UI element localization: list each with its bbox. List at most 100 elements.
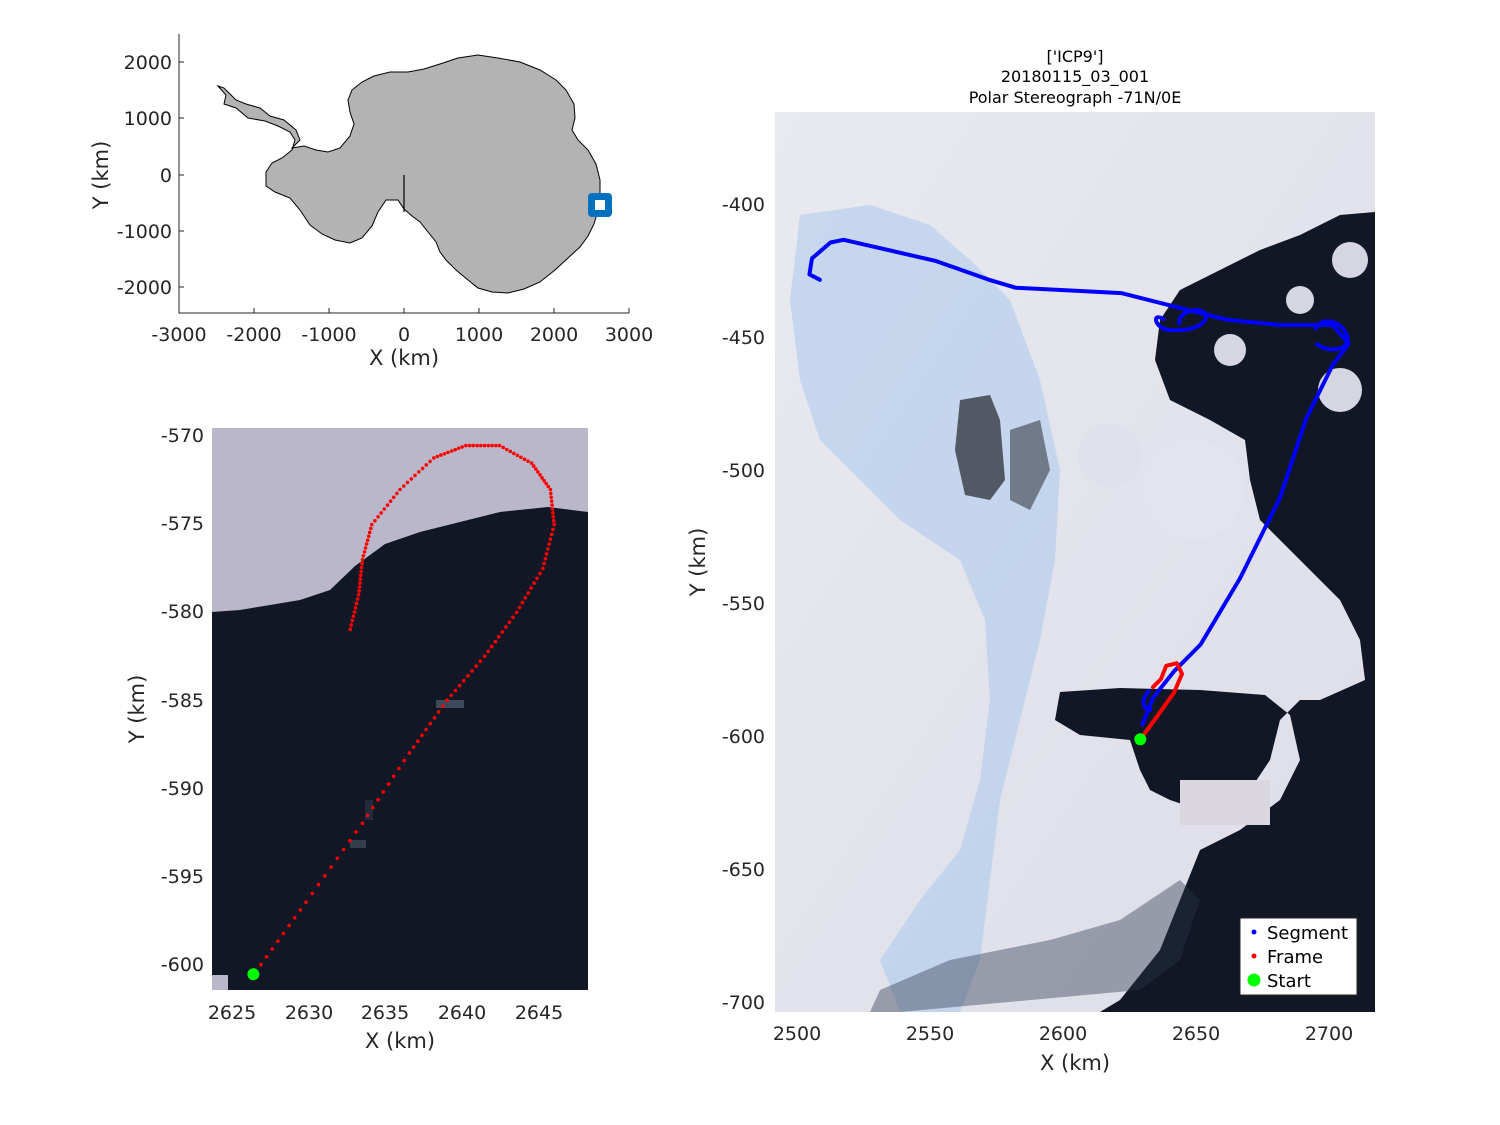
frame-point <box>385 503 390 507</box>
frame-point <box>551 511 555 515</box>
frame-point <box>542 561 546 566</box>
frame-point <box>382 507 387 511</box>
frame-point <box>453 688 458 693</box>
overview-xtick-label: -1000 <box>301 324 356 346</box>
frame-point <box>500 630 505 634</box>
frame-point <box>486 649 491 654</box>
frame-point <box>464 443 468 448</box>
frame-point <box>298 908 303 912</box>
frame-point <box>413 473 417 478</box>
main-xlabel: X (km) <box>1040 1051 1110 1075</box>
main-ytick-label: -550 <box>722 593 765 615</box>
overview-xtick-label: 0 <box>398 324 410 346</box>
frame-point <box>402 484 406 488</box>
frame-point <box>365 813 370 818</box>
frame-point <box>497 635 501 639</box>
frame-point <box>520 600 525 605</box>
frame-point <box>411 745 416 749</box>
main-ice-floe <box>1180 780 1270 825</box>
overview-xtick-label: -2000 <box>226 324 281 346</box>
main-panel: ['ICP9'] 20180115_03_001 Polar Stereogra… <box>686 47 1375 1075</box>
overview-yticks: 2000 1000 0 -1000 -2000 <box>117 52 184 299</box>
frame-point <box>449 449 454 453</box>
frame-point <box>323 874 327 878</box>
inset-ylabel: Y (km) <box>125 675 149 745</box>
overview-ytick-label: 0 <box>160 165 172 187</box>
frame-point <box>445 698 449 702</box>
frame-point <box>417 470 421 474</box>
frame-point <box>366 534 371 539</box>
frame-point <box>549 499 554 504</box>
main-frame-line <box>1138 661 1184 742</box>
inset-image <box>212 428 588 990</box>
frame-point <box>287 923 291 928</box>
frame-point <box>407 751 412 755</box>
frame-point <box>482 443 487 448</box>
frame-point <box>351 614 356 619</box>
frame-point <box>544 481 548 486</box>
frame-point <box>365 538 370 542</box>
frame-point <box>367 530 372 535</box>
legend-frame-label: Frame <box>1267 947 1323 968</box>
frame-point <box>449 693 454 698</box>
inset-xtick-label: 2630 <box>285 1002 333 1024</box>
frame-point <box>457 683 462 688</box>
antarctica-continent <box>216 54 601 294</box>
frame-point <box>388 499 393 504</box>
frame-point <box>538 571 542 576</box>
frame-point <box>360 561 364 566</box>
locator-inner-icon <box>595 200 605 210</box>
inset-xtick-label: 2645 <box>515 1002 563 1024</box>
frame-point <box>493 639 498 644</box>
frame-point <box>395 491 399 496</box>
legend-segment-label: Segment <box>1267 923 1348 944</box>
frame-point <box>540 476 544 480</box>
frame-point <box>550 507 555 511</box>
inset-xtick-label: 2625 <box>208 1002 256 1024</box>
frame-point <box>439 453 443 457</box>
frame-point <box>363 546 368 550</box>
inset-ytick-label: -600 <box>161 954 204 976</box>
frame-point <box>486 443 491 448</box>
frame-point <box>497 443 502 448</box>
frame-point <box>544 552 549 556</box>
frame-point <box>416 739 420 743</box>
frame-point <box>436 710 441 714</box>
main-ice-floe <box>1214 334 1246 366</box>
frame-point <box>474 664 479 668</box>
frame-point <box>281 931 286 936</box>
frame-point <box>369 526 373 531</box>
frame-point <box>292 916 297 920</box>
frame-point <box>551 515 556 519</box>
frame-point <box>402 758 407 763</box>
main-legend: Segment Frame Start <box>1239 917 1358 996</box>
overview-panel: -3000 -2000 -1000 0 1000 2000 3000 2000 … <box>89 34 653 370</box>
frame-point <box>352 610 357 614</box>
segment-loop <box>1313 319 1351 352</box>
frame-point <box>441 704 445 708</box>
frame-point <box>310 891 315 896</box>
frame-point <box>432 456 436 460</box>
inset-floe <box>350 840 366 848</box>
frame-point <box>475 443 479 448</box>
main-rock-outcrop <box>1010 420 1050 510</box>
frame-point <box>424 463 429 467</box>
frame-point <box>470 669 474 673</box>
frame-point <box>391 495 396 500</box>
main-ylabel: Y (km) <box>686 528 710 598</box>
frame-point <box>471 443 476 448</box>
frame-point <box>259 962 263 967</box>
frame-point <box>514 610 519 615</box>
main-ice-floe <box>1318 368 1362 412</box>
frame-point <box>507 620 512 624</box>
inset-floe <box>436 700 464 708</box>
frame-point <box>523 596 528 600</box>
main-xtick-label: 2600 <box>1039 1023 1087 1045</box>
overview-ytick-label: -2000 <box>117 277 172 299</box>
inset-xtick-label: 2635 <box>361 1002 409 1024</box>
frame-point <box>361 554 366 558</box>
overview-ytick-label: 1000 <box>124 108 172 130</box>
frame-point <box>542 478 546 483</box>
inset-panel: 2625 2630 2635 2640 2645 -570 -575 -580 … <box>125 425 588 1053</box>
frame-point <box>552 522 556 527</box>
